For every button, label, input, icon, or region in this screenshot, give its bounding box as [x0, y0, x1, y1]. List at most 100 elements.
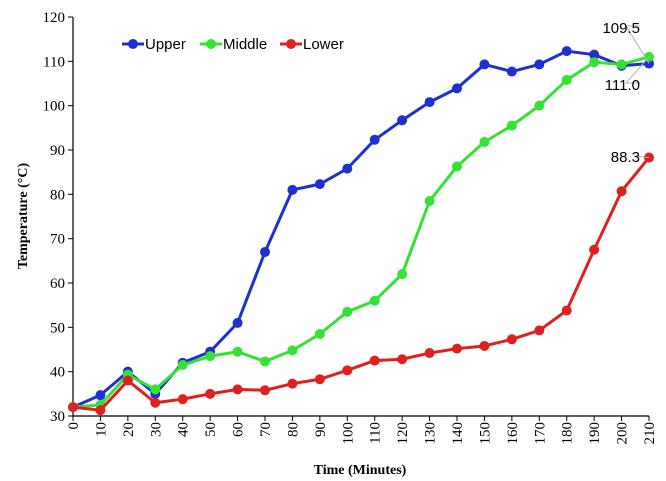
data-point-middle [506, 120, 517, 131]
x-tick-label: 120 [395, 422, 411, 445]
data-point-lower [589, 244, 600, 255]
annotation-leader [633, 155, 650, 159]
data-point-upper [287, 184, 298, 195]
data-point-middle [232, 346, 243, 357]
data-point-lower [479, 340, 490, 351]
data-point-lower [452, 343, 462, 354]
data-point-lower [232, 384, 243, 395]
data-point-lower [534, 325, 545, 336]
data-point-middle [369, 295, 380, 306]
data-point-upper [232, 317, 243, 328]
series-line-middle [72, 55, 650, 409]
data-point-lower [177, 394, 188, 405]
data-point-upper [479, 59, 490, 70]
axes [68, 16, 650, 421]
annotation-label-upper: 109.5 [602, 20, 640, 37]
series-middle [68, 51, 654, 413]
x-tick-labels: 0 10 20 30 40 50 60 70 80 90 100 110 120 130 140 150 160… [66, 422, 658, 445]
y-tick-label: 60 [50, 276, 65, 292]
y-tick-label: 70 [50, 232, 65, 248]
data-point-upper [397, 115, 408, 126]
legend-marker-upper [128, 39, 138, 49]
data-point-lower [424, 348, 435, 359]
x-tick-label: 80 [285, 422, 301, 437]
data-point-upper [424, 97, 435, 108]
data-point-upper [589, 49, 600, 60]
x-tick-label: 0 [66, 422, 82, 430]
data-point-middle [534, 100, 545, 111]
data-point-middle [616, 59, 627, 70]
data-point-middle [452, 161, 462, 172]
x-tick-label: 40 [176, 422, 192, 437]
data-point-lower [68, 402, 78, 413]
data-point-upper [95, 390, 106, 401]
legend: Upper Middle Lower [122, 36, 344, 53]
data-point-upper [260, 246, 270, 257]
data-point-lower [260, 385, 270, 396]
series-upper [68, 46, 654, 413]
data-point-middle [177, 360, 188, 371]
series-line-lower [72, 156, 651, 412]
legend-item-upper: Upper [122, 36, 186, 53]
data-point-upper [342, 163, 353, 174]
legend-marker-lower [286, 39, 296, 49]
annotation-leader [625, 25, 650, 64]
series-line-upper [72, 49, 650, 409]
annotation-leader [624, 56, 650, 84]
legend-item-lower: Lower [280, 36, 344, 53]
y-tick-label: 50 [50, 320, 65, 336]
data-point-upper [452, 83, 462, 94]
y-tick-label: 80 [50, 187, 65, 203]
y-tick-label: 120 [43, 10, 66, 26]
legend-label-upper: Upper [145, 36, 186, 53]
data-point-lower [150, 397, 161, 408]
data-point-lower [95, 405, 106, 416]
data-point-upper [534, 59, 545, 70]
data-point-lower [397, 354, 408, 365]
x-tick-label: 190 [587, 422, 603, 445]
data-point-lower [369, 355, 380, 366]
x-tick-label: 130 [423, 422, 439, 445]
data-point-lower [205, 388, 216, 399]
data-point-middle [561, 74, 572, 85]
data-point-middle [479, 137, 490, 148]
data-point-lower [506, 334, 517, 345]
x-axis-title: Time (Minutes) [314, 463, 407, 478]
data-point-lower [561, 305, 572, 316]
data-point-upper [314, 179, 325, 190]
y-tick-label: 40 [50, 365, 65, 381]
x-tick-label: 90 [313, 422, 329, 437]
x-tick-label: 180 [560, 422, 576, 445]
x-tick-label: 140 [450, 422, 466, 445]
data-point-lower [122, 375, 133, 386]
y-tick-label: 110 [43, 54, 65, 70]
x-tick-label: 210 [642, 422, 658, 445]
annotation-label-lower: 88.3 [611, 149, 640, 166]
x-tick-label: 60 [231, 422, 247, 437]
data-point-lower [314, 374, 325, 385]
legend-label-lower: Lower [303, 36, 344, 53]
legend-label-middle: Middle [223, 36, 267, 53]
y-tick-labels: 30 40 50 60 70 80 90 100 110 120 [43, 10, 66, 425]
data-point-upper [506, 66, 517, 77]
x-tick-label: 110 [368, 422, 384, 444]
x-tick-label: 50 [203, 422, 219, 437]
x-tick-label: 200 [615, 422, 631, 445]
x-tick-label: 20 [121, 422, 137, 437]
series-layer [68, 46, 654, 416]
y-tick-label: 90 [50, 143, 65, 159]
data-point-middle [342, 306, 353, 317]
legend-marker-middle [206, 39, 216, 49]
data-point-lower [616, 186, 627, 197]
data-point-middle [314, 328, 325, 339]
x-tick-label: 10 [93, 422, 109, 437]
y-axis-title: Temperature (°C) [16, 163, 31, 270]
data-point-middle [589, 57, 600, 68]
x-tick-label: 170 [532, 422, 548, 445]
data-point-middle [150, 384, 161, 395]
data-point-middle [287, 345, 298, 356]
annotation-label-middle: 111.0 [605, 77, 640, 94]
y-tick-label: 30 [50, 409, 65, 425]
x-tick-label: 160 [505, 422, 521, 445]
